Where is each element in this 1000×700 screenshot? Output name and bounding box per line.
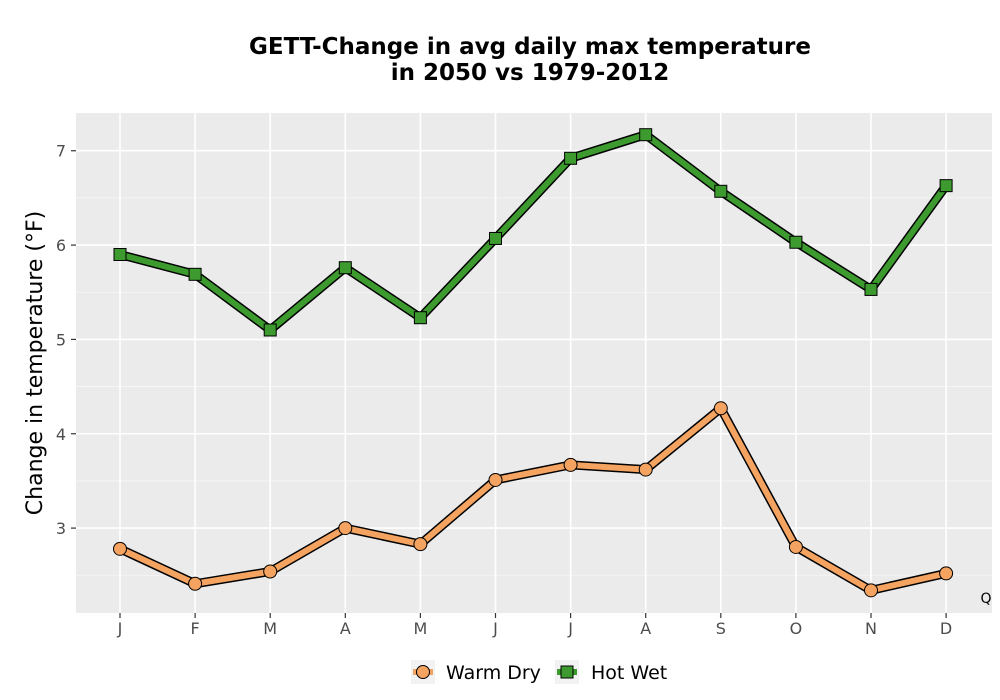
x-tick-label: F — [190, 619, 199, 638]
y-tick-label: 7 — [56, 142, 66, 161]
x-tick-label: O — [790, 619, 803, 638]
y-tick-label: 5 — [56, 330, 66, 349]
data-point-marker — [564, 151, 578, 165]
series-line — [117, 405, 950, 594]
plot-panel — [76, 113, 992, 613]
data-point-marker — [489, 231, 502, 245]
chart-title-line-1: GETT-Change in avg daily max temperature — [249, 34, 811, 60]
data-point-marker — [789, 235, 803, 249]
y-tick-label: 4 — [56, 425, 66, 444]
data-point-marker — [788, 539, 803, 554]
legend-key-marker — [416, 665, 430, 679]
data-point-marker — [113, 541, 127, 556]
data-point-marker — [488, 472, 503, 487]
data-point-marker — [263, 323, 277, 337]
series-layer — [113, 128, 954, 598]
data-point-marker — [638, 462, 653, 477]
corner-label: Q — [980, 591, 991, 607]
data-point-marker — [413, 311, 427, 325]
x-tick-label: D — [940, 619, 952, 638]
data-point-marker — [864, 282, 878, 296]
x-tick-label: N — [865, 619, 877, 638]
legend-label: Warm Dry — [446, 662, 541, 684]
legend-key-marker — [560, 665, 574, 679]
x-tick-label: J — [567, 619, 573, 638]
y-tick-label: 3 — [56, 519, 66, 538]
data-point-marker — [939, 566, 954, 581]
data-point-marker — [639, 128, 653, 142]
data-point-marker — [338, 521, 353, 536]
x-tick-label: J — [492, 619, 498, 638]
data-point-marker — [714, 184, 728, 198]
y-tick-label: 6 — [56, 236, 66, 255]
data-point-marker — [939, 179, 953, 193]
series-line — [117, 131, 950, 333]
x-tick-label: M — [413, 619, 427, 638]
x-tick-label: J — [117, 619, 123, 638]
data-point-marker — [713, 401, 728, 416]
data-point-marker — [113, 248, 127, 262]
data-point-marker — [263, 564, 278, 579]
x-tick-label: S — [716, 619, 726, 638]
legend: Warm Dry Hot Wet — [411, 660, 667, 684]
data-point-marker — [188, 267, 202, 281]
x-tick-label: A — [640, 619, 651, 638]
data-point-marker — [563, 457, 578, 472]
data-point-marker — [864, 583, 878, 598]
y-axis-title: Change in temperature (°F) — [23, 211, 48, 515]
axes: 3 4 5 6 7 J F M A M J J A S O N D — [56, 142, 952, 638]
legend-label: Hot Wet — [591, 662, 667, 684]
data-point-marker — [338, 261, 352, 275]
x-tick-label: M — [263, 619, 277, 638]
chart-title-line-2: in 2050 vs 1979-2012 — [391, 60, 670, 86]
data-point-marker — [413, 537, 428, 552]
x-tick-label: A — [340, 619, 351, 638]
data-point-marker — [188, 576, 203, 591]
